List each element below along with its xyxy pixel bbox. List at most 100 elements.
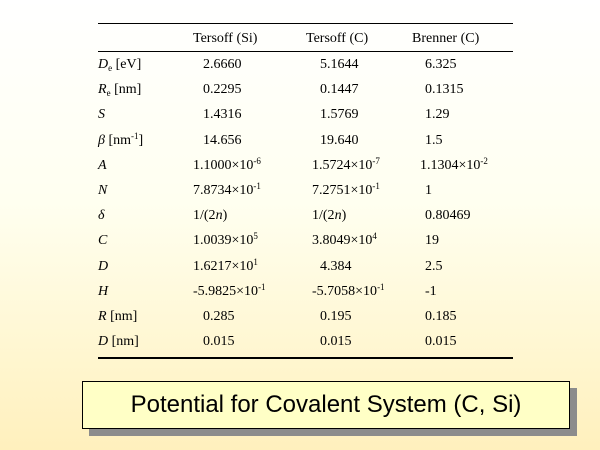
value-cell: 6.325 [425, 57, 457, 73]
value-variable: n [215, 208, 223, 224]
table-bottom-rule [98, 357, 513, 359]
parameter-label: R [nm] [98, 309, 137, 325]
parameter-symbol: δ [98, 208, 105, 224]
value-exponent: 5 [253, 231, 258, 242]
value-cell: 19.640 [320, 133, 359, 149]
parameter-symbol: β [98, 132, 105, 148]
value-text: 0.1315 [425, 82, 464, 98]
table-row: A 1.1000×10-6 1.5724×10-7 1.1304×10-2 [83, 155, 513, 183]
value-exponent: -6 [253, 155, 261, 166]
value-variable: n [334, 208, 342, 224]
value-cell: 19 [425, 233, 439, 249]
value-mantissa: -5.9825×10 [193, 283, 259, 299]
value-text: 1.5 [425, 132, 443, 148]
parameter-unit: [nm [104, 132, 132, 148]
parameter-symbol: N [98, 183, 108, 198]
table-row: C 1.0039×105 3.8049×104 19 [83, 231, 513, 258]
value-mantissa: 1.1000×10 [193, 157, 254, 173]
table-row: R [nm] 0.285 0.195 0.185 [83, 309, 513, 334]
parameter-subscript: e [106, 88, 111, 99]
parameter-label: Re [nm] [98, 82, 141, 98]
value-cell: 0.185 [425, 309, 457, 325]
parameter-label: C [98, 233, 107, 249]
value-text: 0.015 [320, 334, 352, 350]
value-mantissa: 7.2751×10 [312, 183, 373, 198]
parameter-unit: [nm] [106, 309, 138, 324]
value-text: 1/(2 [312, 208, 335, 224]
value-cell: 1.0039×105 [193, 231, 258, 249]
value-cell: 1.6217×101 [193, 256, 258, 275]
value-text: 0.195 [320, 309, 352, 324]
column-header-tersoff-si: Tersoff (Si) [193, 31, 258, 46]
value-cell: 1 [425, 183, 432, 199]
value-cell: 1.5769 [320, 107, 359, 123]
value-mantissa: 1.5724×10 [312, 157, 373, 173]
value-text: 0.2295 [203, 82, 242, 98]
value-cell: 0.2295 [203, 82, 242, 98]
value-cell: -1 [425, 284, 437, 300]
value-cell: -5.7058×10-1 [312, 282, 385, 300]
parameter-symbol: C [98, 233, 108, 249]
parameter-unit-exponent: -1 [131, 130, 139, 141]
parameter-unit: ] [138, 132, 144, 148]
parameter-label: D [98, 259, 108, 275]
value-mantissa: 1.6217×10 [193, 258, 254, 274]
value-cell: 2.6660 [203, 57, 242, 73]
value-text: 2.5 [425, 258, 443, 274]
slide-caption: Potential for Covalent System (C, Si) [82, 381, 570, 429]
parameter-label: β [nm-1] [98, 130, 144, 149]
value-text: 1.5769 [320, 107, 359, 123]
value-cell: 5.1644 [320, 57, 359, 73]
parameter-symbol: A [98, 157, 107, 173]
value-cell: 1.5 [425, 133, 443, 149]
value-cell: 14.656 [203, 133, 242, 149]
value-text: 0.80469 [425, 208, 471, 224]
value-text: 14.656 [203, 132, 242, 148]
value-mantissa: 3.8049×10 [312, 233, 373, 249]
value-cell: 2.5 [425, 259, 443, 275]
value-text: 19.640 [320, 132, 359, 148]
value-cell: 1.1000×10-6 [193, 155, 261, 174]
parameter-unit: [eV] [112, 57, 142, 72]
column-header-tersoff-c: Tersoff (C) [306, 31, 369, 46]
value-cell: 7.2751×10-1 [312, 181, 380, 199]
value-text: 0.185 [425, 309, 457, 324]
value-cell: 0.1447 [320, 82, 359, 98]
value-exponent: -1 [253, 181, 261, 191]
parameter-label: δ [98, 208, 105, 224]
value-cell: 0.195 [320, 309, 352, 325]
parameter-label: S [98, 107, 105, 123]
value-cell: 0.80469 [425, 208, 471, 224]
value-cell: 0.015 [203, 334, 235, 350]
value-text: 5.1644 [320, 57, 359, 72]
table-row: β [nm-1] 14.656 19.640 1.5 [83, 130, 513, 158]
value-cell: 0.1315 [425, 82, 464, 98]
table-row: S 1.4316 1.5769 1.29 [83, 107, 513, 132]
value-exponent: -1 [258, 281, 266, 292]
value-text: ) [222, 208, 228, 224]
value-text: 2.6660 [203, 57, 242, 72]
value-text: -1 [425, 283, 437, 299]
value-cell: 7.8734×10-1 [193, 181, 261, 199]
value-text: 4.384 [320, 258, 352, 274]
value-text: 0.015 [203, 334, 235, 350]
table-row: De [eV] 2.6660 5.1644 6.325 [83, 57, 513, 82]
value-text: 0.1447 [320, 82, 359, 98]
value-text: 19 [425, 233, 439, 249]
value-cell: -5.9825×10-1 [193, 281, 266, 300]
parameter-symbol: R [98, 82, 107, 98]
value-cell: 3.8049×104 [312, 232, 377, 249]
value-mantissa: 1.0039×10 [193, 233, 254, 249]
value-exponent: -1 [372, 181, 380, 191]
parameter-label: D [nm] [98, 334, 139, 350]
value-text: 6.325 [425, 57, 457, 72]
parameter-label: H [98, 284, 108, 300]
value-cell: 1.29 [425, 107, 450, 123]
value-exponent: 1 [253, 256, 258, 267]
table-row: D [nm] 0.015 0.015 0.015 [83, 334, 513, 359]
value-cell: 1.1304×10-2 [420, 156, 488, 174]
value-cell: 4.384 [320, 259, 352, 275]
value-mantissa: 1.1304×10 [420, 157, 481, 173]
parameter-subscript: e [108, 63, 113, 73]
table-row: D 1.6217×101 4.384 2.5 [83, 256, 513, 284]
